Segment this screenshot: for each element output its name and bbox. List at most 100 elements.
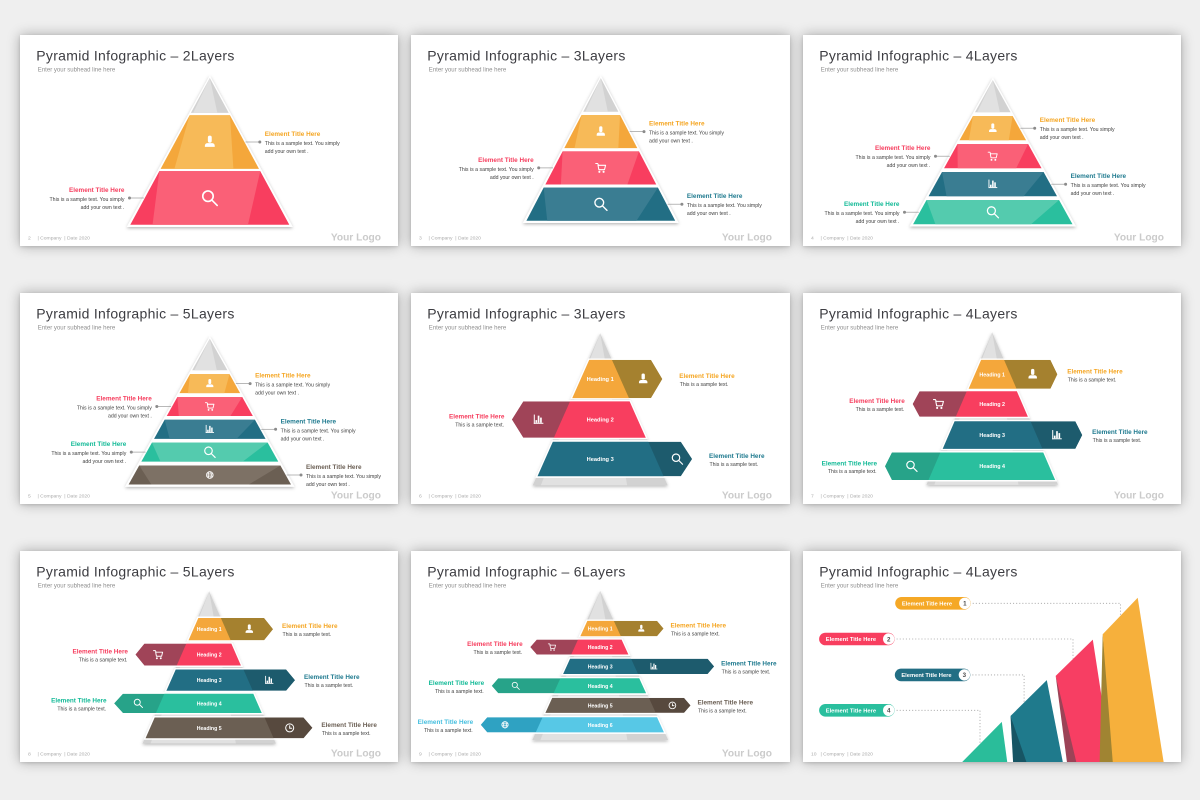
svg-text:Heading 2: Heading 2	[587, 418, 614, 424]
svg-text:This is a sample text.: This is a sample text.	[304, 683, 353, 689]
svg-text:Heading 1: Heading 1	[588, 627, 613, 633]
svg-text:This is a sample text.: This is a sample text.	[57, 706, 106, 712]
svg-text:Element Title Here: Element Title Here	[698, 699, 754, 706]
svg-text:add your own text .: add your own text .	[82, 459, 126, 465]
svg-text:Element Title Here: Element Title Here	[418, 719, 474, 726]
svg-text:| Company | Date 2020: | Company | Date 2020	[429, 494, 482, 500]
svg-text:Your Logo: Your Logo	[722, 490, 772, 501]
svg-text:Element Title Here: Element Title Here	[825, 708, 876, 714]
svg-text:add your own text .: add your own text .	[306, 482, 350, 488]
svg-text:This is a sample text.: This is a sample text.	[474, 650, 523, 656]
svg-text:This is a sample text. You sim: This is a sample text. You simply	[855, 155, 930, 161]
svg-text:This is a sample text.: This is a sample text.	[79, 658, 128, 664]
svg-text:Element Title Here: Element Title Here	[901, 602, 952, 608]
svg-text:This is a sample text. You sim: This is a sample text. You simply	[824, 211, 899, 217]
svg-text:Element Title Here: Element Title Here	[901, 673, 952, 679]
svg-text:Your Logo: Your Logo	[331, 232, 381, 243]
svg-text:This is a sample text. You sim: This is a sample text. You simply	[1039, 127, 1114, 133]
svg-text:2: 2	[887, 636, 891, 643]
svg-text:This is a sample text.: This is a sample text.	[1092, 438, 1141, 444]
svg-text:Element Title Here: Element Title Here	[687, 193, 743, 200]
svg-text:add your own text .: add your own text .	[255, 391, 299, 397]
svg-text:This is a sample text.: This is a sample text.	[680, 382, 729, 388]
svg-text:Element Title Here: Element Title Here	[844, 201, 900, 208]
svg-text:Element Title Here: Element Title Here	[281, 418, 337, 425]
svg-text:Pyramid Infographic – 3Layers: Pyramid Infographic – 3Layers	[428, 306, 626, 322]
svg-text:This is a sample text. You sim: This is a sample text. You simply	[649, 131, 724, 137]
svg-text:Pyramid Infographic – 3Layers: Pyramid Infographic – 3Layers	[428, 48, 626, 64]
svg-text:add your own text .: add your own text .	[886, 163, 930, 169]
svg-text:This is a sample text. You sim: This is a sample text. You simply	[306, 474, 381, 480]
svg-text:Enter your subhead line here: Enter your subhead line here	[38, 325, 116, 331]
svg-text:Your Logo: Your Logo	[1113, 490, 1163, 501]
svg-text:Heading 3: Heading 3	[588, 664, 613, 670]
svg-text:3: 3	[419, 236, 422, 242]
svg-text:Element Title Here: Element Title Here	[680, 373, 736, 380]
svg-text:This is a sample text. You sim: This is a sample text. You simply	[1070, 183, 1145, 189]
svg-text:Enter your subhead line here: Enter your subhead line here	[820, 325, 898, 331]
svg-text:Element Title Here: Element Title Here	[429, 680, 485, 687]
svg-text:This is a sample text. You sim: This is a sample text. You simply	[255, 383, 330, 389]
svg-text:Element Title Here: Element Title Here	[255, 373, 311, 380]
svg-text:Heading 3: Heading 3	[979, 433, 1005, 439]
svg-text:This is a sample text.: This is a sample text.	[1067, 377, 1116, 383]
svg-text:| Company | Date 2020: | Company | Date 2020	[429, 236, 482, 242]
svg-text:Enter your subhead line here: Enter your subhead line here	[38, 67, 116, 73]
svg-text:4: 4	[811, 236, 814, 242]
svg-text:add your own text .: add your own text .	[81, 205, 125, 211]
svg-text:Heading 2: Heading 2	[979, 402, 1005, 408]
svg-text:Pyramid Infographic – 4Layers: Pyramid Infographic – 4Layers	[819, 48, 1017, 64]
svg-text:add your own text .: add your own text .	[1070, 191, 1114, 197]
svg-text:add your own text .: add your own text .	[649, 139, 693, 145]
svg-text:Element Title Here: Element Title Here	[479, 157, 535, 164]
svg-text:Element Title Here: Element Title Here	[671, 623, 727, 630]
svg-text:| Company | Date 2020: | Company | Date 2020	[37, 494, 90, 500]
svg-text:This is a sample text. You sim: This is a sample text. You simply	[50, 197, 125, 203]
svg-text:Heading 1: Heading 1	[979, 372, 1005, 378]
svg-text:3: 3	[962, 672, 966, 679]
svg-text:Enter your subhead line here: Enter your subhead line here	[820, 67, 898, 73]
svg-text:7: 7	[811, 494, 814, 500]
svg-text:Heading 1: Heading 1	[197, 627, 222, 633]
svg-text:| Company | Date 2020: | Company | Date 2020	[820, 236, 873, 242]
svg-text:This is a sample text. You sim: This is a sample text. You simply	[281, 428, 356, 434]
svg-text:This is a sample text.: This is a sample text.	[698, 708, 747, 714]
svg-text:Pyramid Infographic – 6Layers: Pyramid Infographic – 6Layers	[428, 564, 626, 580]
svg-text:This is a sample text.: This is a sample text.	[671, 632, 720, 638]
svg-text:Element Title Here: Element Title Here	[51, 697, 107, 704]
svg-text:| Company | Date 2020: | Company | Date 2020	[429, 752, 482, 758]
svg-text:Heading 4: Heading 4	[588, 684, 613, 690]
svg-text:This is a sample text.: This is a sample text.	[282, 632, 331, 638]
svg-text:Your Logo: Your Logo	[331, 490, 381, 501]
svg-text:This is a sample text.: This is a sample text.	[435, 689, 484, 695]
svg-text:Heading 5: Heading 5	[588, 703, 613, 709]
svg-text:Element Title Here: Element Title Here	[449, 414, 505, 421]
svg-text:Your Logo: Your Logo	[722, 232, 772, 243]
svg-text:5: 5	[28, 494, 31, 500]
svg-text:Enter your subhead line here: Enter your subhead line here	[38, 583, 116, 589]
svg-text:Element Title Here: Element Title Here	[468, 641, 524, 648]
svg-text:Element Title Here: Element Title Here	[821, 460, 877, 467]
svg-text:Pyramid Infographic – 5Layers: Pyramid Infographic – 5Layers	[36, 564, 234, 580]
svg-text:8: 8	[28, 752, 31, 758]
svg-text:| Company | Date 2020: | Company | Date 2020	[820, 752, 873, 758]
svg-text:Heading 2: Heading 2	[588, 645, 613, 651]
svg-text:Element Title Here: Element Title Here	[71, 441, 127, 448]
svg-text:This is a sample text.: This is a sample text.	[424, 728, 473, 734]
svg-text:add your own text .: add your own text .	[281, 436, 325, 442]
svg-text:This is a sample text.: This is a sample text.	[722, 669, 771, 675]
svg-text:Element Title Here: Element Title Here	[849, 398, 905, 405]
svg-text:Your Logo: Your Logo	[1113, 232, 1163, 243]
svg-text:Pyramid Infographic – 2Layers: Pyramid Infographic – 2Layers	[36, 48, 234, 64]
svg-text:Your Logo: Your Logo	[331, 748, 381, 759]
svg-text:This is a sample text. You sim: This is a sample text. You simply	[687, 203, 762, 209]
svg-text:Element Title Here: Element Title Here	[721, 660, 777, 667]
svg-text:Enter your subhead line here: Enter your subhead line here	[429, 67, 507, 73]
svg-text:Element Title Here: Element Title Here	[709, 453, 765, 460]
svg-text:Enter your subhead line here: Enter your subhead line here	[429, 325, 507, 331]
svg-text:This is a sample text. You sim: This is a sample text. You simply	[459, 167, 534, 173]
svg-text:This is a sample text. You sim: This is a sample text. You simply	[265, 141, 340, 147]
svg-text:Enter your subhead line here: Enter your subhead line here	[429, 583, 507, 589]
svg-text:Pyramid Infographic – 4Layers: Pyramid Infographic – 4Layers	[819, 306, 1017, 322]
svg-text:Element Title Here: Element Title Here	[69, 187, 125, 194]
